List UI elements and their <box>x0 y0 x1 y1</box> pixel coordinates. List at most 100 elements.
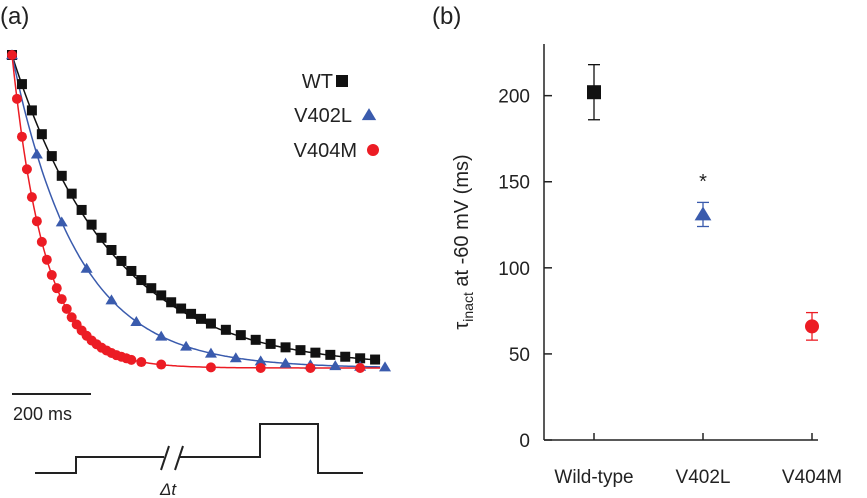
pulse-interval-label: Δt <box>159 480 177 498</box>
data-point-v404m <box>16 131 27 142</box>
data-point-wt <box>265 338 276 349</box>
data-point-v402l <box>180 340 193 351</box>
data-point-wt <box>96 232 107 243</box>
data-point-v404m <box>305 363 316 373</box>
data-point-wt <box>26 105 37 116</box>
x-tick-label: Wild-type <box>554 467 633 488</box>
legend-markers <box>336 75 379 156</box>
data-point-wt <box>196 313 206 324</box>
data-point-wt <box>66 188 77 199</box>
data-point-v402l <box>204 347 217 358</box>
data-point-wt <box>235 330 246 341</box>
voltage-protocol-left <box>35 456 164 474</box>
data-point-v404m <box>36 236 47 247</box>
data-point-v404m <box>355 363 366 373</box>
data-point-wt <box>76 204 87 215</box>
data-point-v402l <box>379 361 392 372</box>
data-point-v404m <box>51 283 62 294</box>
y-tick-label: 100 <box>498 259 530 280</box>
data-point-wt <box>46 151 57 162</box>
data-point-v404m <box>11 93 22 104</box>
data-point-wt <box>146 283 157 294</box>
legend-label-v404m: V404M <box>294 140 357 162</box>
data-point-v404m <box>21 164 32 175</box>
point-group-wild-type <box>587 64 601 121</box>
panel-a-label: (a) <box>0 3 29 30</box>
data-point-v404m <box>156 359 167 370</box>
protocol-break-mark-2 <box>174 445 184 471</box>
data-point-wt <box>36 129 47 140</box>
panel-a-decay-traces: (a) WT V402L V404M 200 ms Δt <box>0 3 392 498</box>
data-point-wt <box>355 353 366 364</box>
data-point-wt <box>166 297 177 308</box>
data-point-wt <box>295 345 306 356</box>
data-point-wt <box>86 219 97 230</box>
data-point-v404m <box>56 294 67 305</box>
y-tick-label: 200 <box>498 87 530 108</box>
panel-b-tau-inact: (b) 0 50 100 150 200 Wild-type V402L V404M * τ… <box>432 3 842 488</box>
data-point-wt <box>186 308 197 319</box>
x-tick-label: V402L <box>676 467 731 488</box>
significance-asterisk: * <box>699 171 707 193</box>
data-point-v402l <box>254 355 267 366</box>
protocol-break-mark-1 <box>160 445 170 471</box>
panel-b-label: (b) <box>432 3 461 30</box>
legend-marker-v402l <box>361 108 377 121</box>
y-tick-label: 150 <box>498 173 530 194</box>
y-axis-title-rest: at -60 mV (ms) <box>451 154 473 292</box>
data-point-v402l <box>329 360 342 371</box>
x-ticks: Wild-type V402L V404M <box>554 433 842 488</box>
data-point-wt <box>340 351 351 362</box>
y-tick-label: 0 <box>519 431 530 452</box>
data-point-v404m <box>26 192 37 203</box>
mean-marker-wild-type <box>587 85 601 100</box>
data-point-v402l <box>279 357 292 368</box>
scale-bar-label: 200 ms <box>13 404 72 424</box>
legend-marker-wt <box>336 75 348 87</box>
y-axis-title: τinact at -60 mV (ms) <box>451 154 476 329</box>
data-point-v404m <box>136 357 147 368</box>
data-point-v402l <box>55 216 68 227</box>
data-point-v404m <box>31 216 42 227</box>
data-point-wt <box>205 318 216 329</box>
data-point-v402l <box>105 294 118 305</box>
data-point-v404m <box>126 354 137 365</box>
data-point-v404m <box>66 312 77 323</box>
point-group-v402l <box>694 201 712 228</box>
mean-marker-v404m <box>805 319 819 334</box>
data-markers <box>6 49 392 373</box>
data-point-wt <box>106 244 117 255</box>
mean-marker-v402l <box>694 206 712 221</box>
y-axis-title-subscript: inact <box>460 292 476 322</box>
data-point-v402l <box>229 352 242 363</box>
data-point-v404m <box>205 362 216 373</box>
voltage-protocol-right <box>180 423 363 474</box>
data-point-v404m <box>61 303 72 314</box>
y-tick-label: 50 <box>509 345 530 366</box>
data-point-v404m <box>41 254 52 265</box>
data-points <box>587 64 819 341</box>
fit-curve-v402l <box>11 54 381 368</box>
legend-label-wt: WT <box>302 71 333 93</box>
data-point-v404m <box>7 50 17 60</box>
data-point-wt <box>116 255 127 266</box>
data-point-v402l <box>30 148 43 159</box>
data-point-wt <box>136 275 147 286</box>
y-axis-title-symbol: τ <box>451 322 473 330</box>
data-point-wt <box>156 290 167 301</box>
legend-label-v402l: V402L <box>294 105 352 127</box>
data-point-wt <box>126 265 137 276</box>
data-point-wt <box>176 303 187 314</box>
x-tick-label: V404M <box>782 467 842 488</box>
data-point-wt <box>280 342 291 353</box>
data-point-wt <box>325 349 336 360</box>
data-point-v404m <box>255 363 266 373</box>
y-ticks: 0 50 100 150 200 <box>498 87 552 452</box>
data-point-wt <box>16 79 27 90</box>
data-point-wt <box>250 334 261 345</box>
data-point-wt <box>310 347 321 358</box>
data-point-wt <box>220 324 231 335</box>
data-point-v402l <box>130 315 143 326</box>
point-group-v404m <box>805 311 819 341</box>
